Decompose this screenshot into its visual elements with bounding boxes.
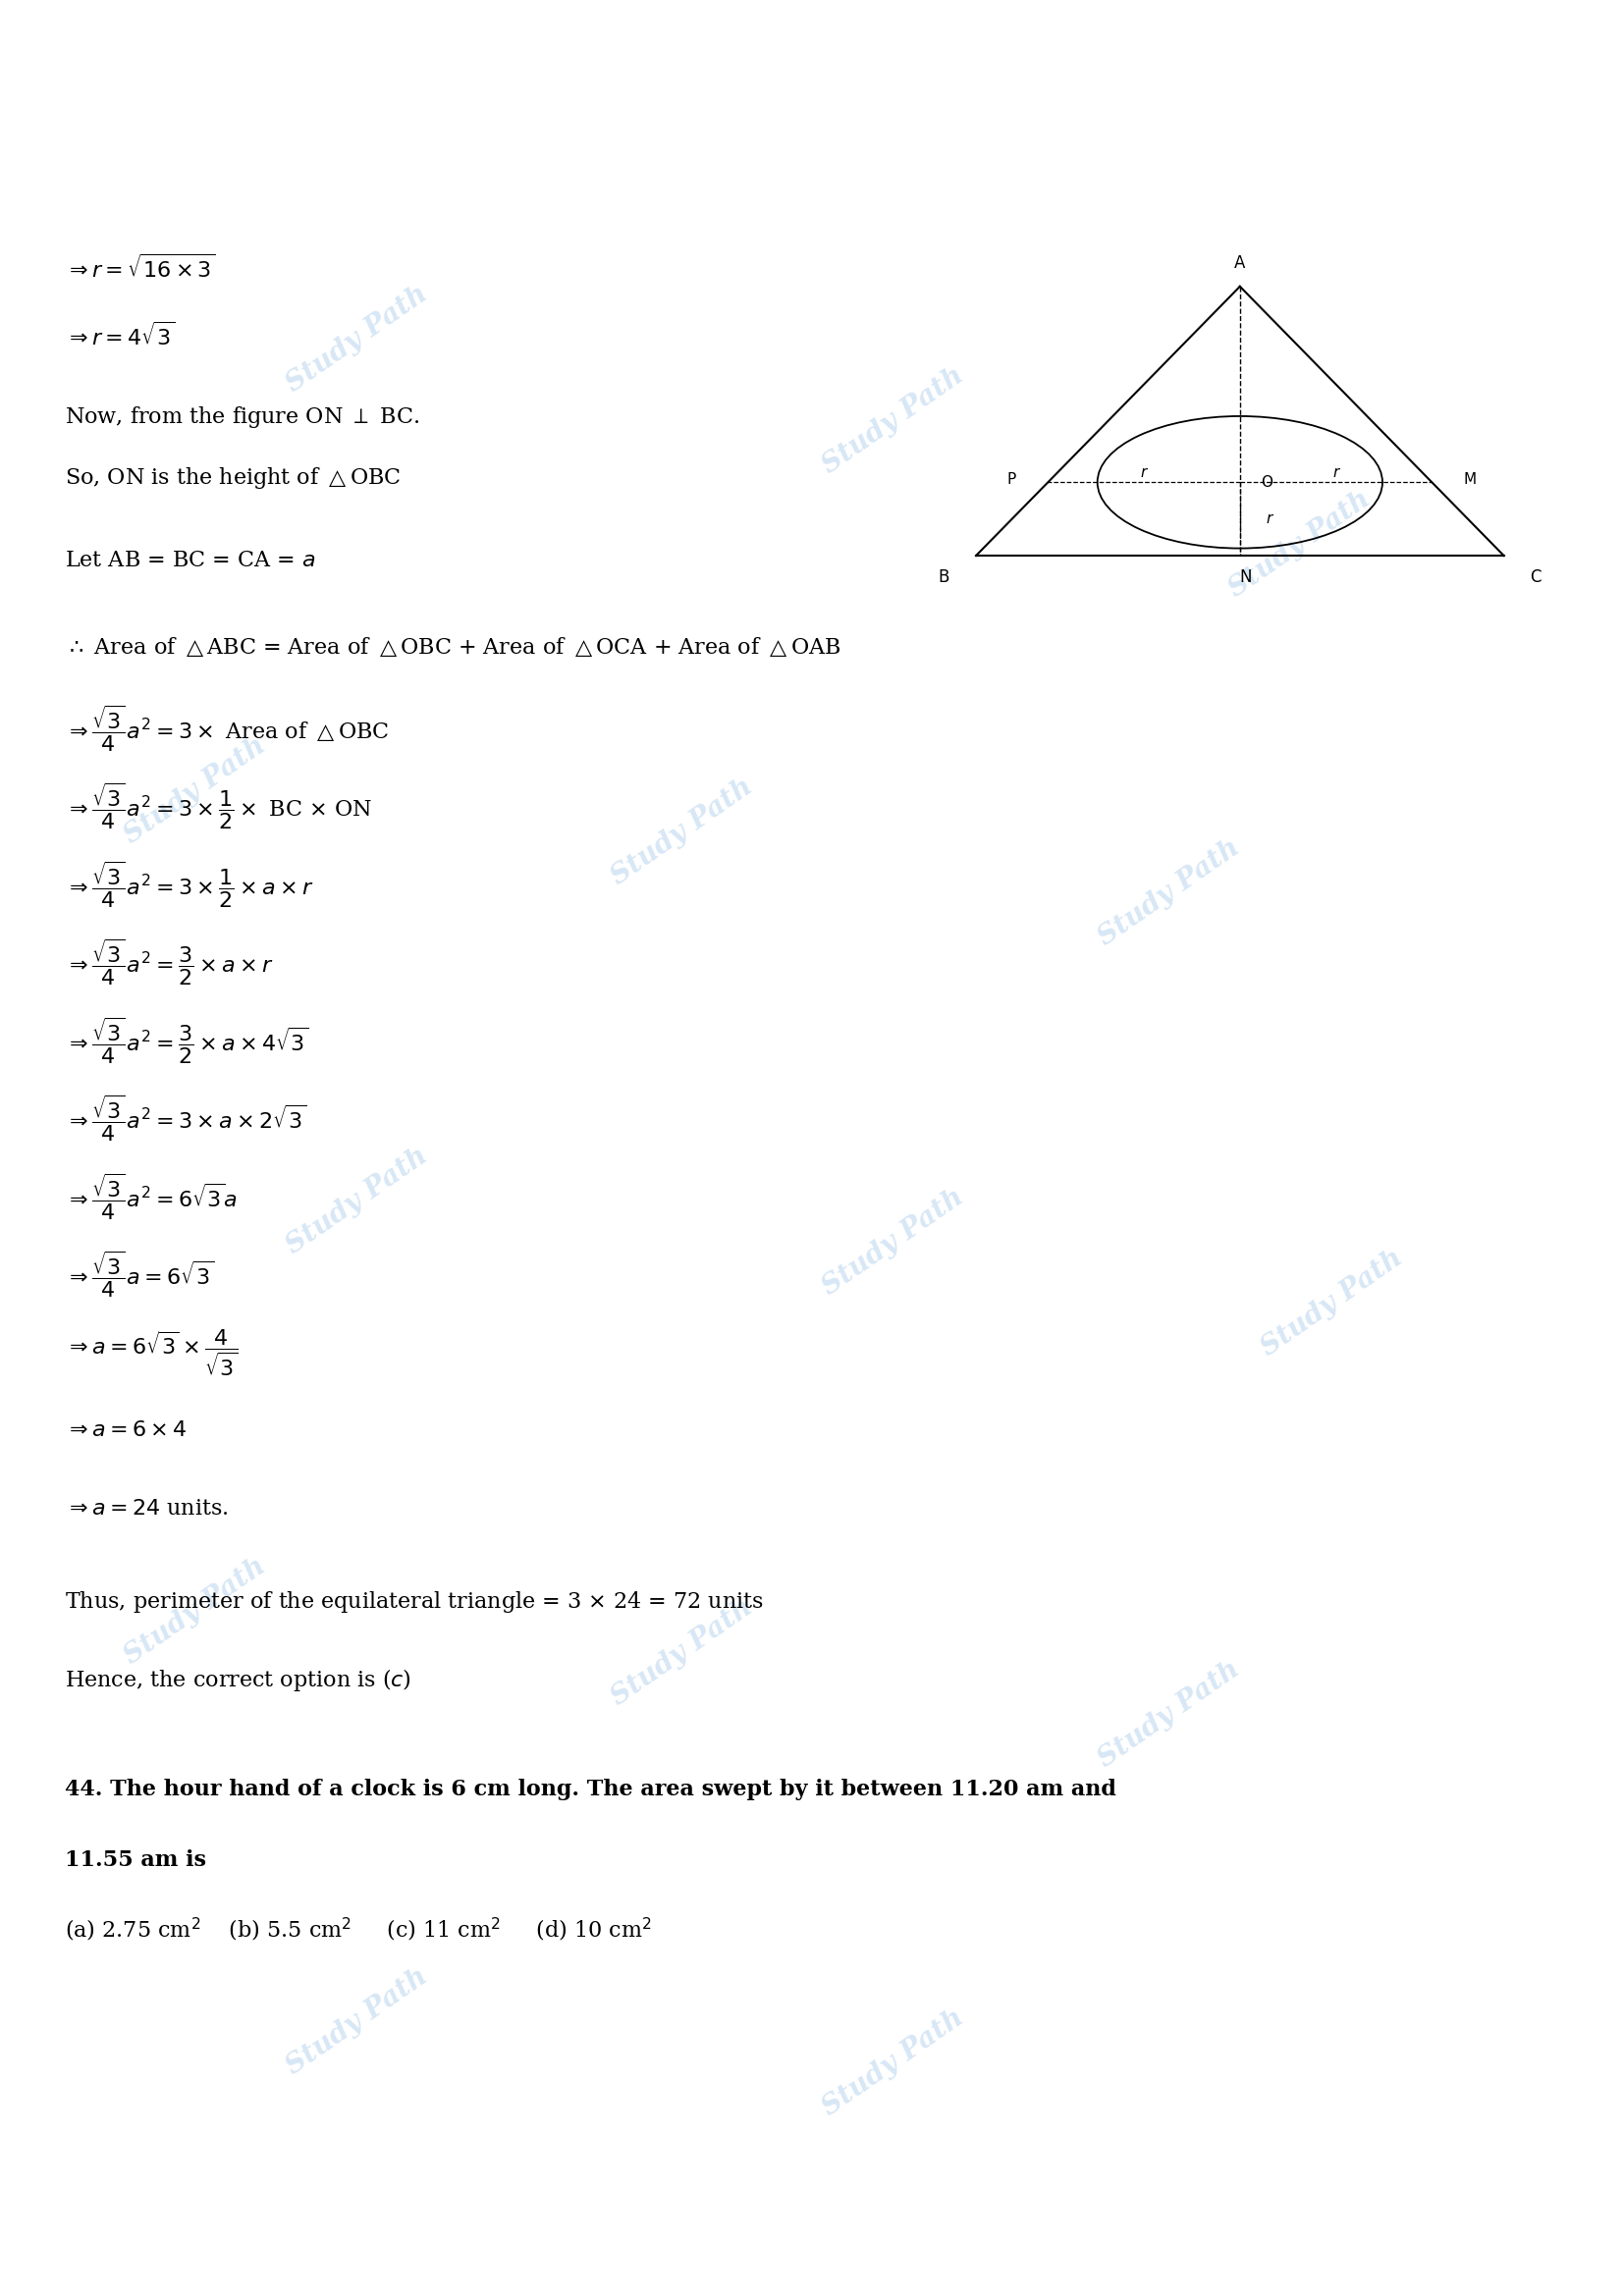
Text: $\therefore$ Area of $\triangle$ABC = Area of $\triangle$OBC + Area of $\triangl: $\therefore$ Area of $\triangle$ABC = Ar… [65, 634, 841, 659]
Text: Page 32 of 37: Page 32 of 37 [745, 2252, 879, 2271]
Text: Study Path: Study Path [281, 1963, 434, 2080]
Text: So, ON is the height of $\triangle$OBC: So, ON is the height of $\triangle$OBC [65, 466, 401, 491]
Text: Class - 10: Class - 10 [762, 25, 862, 44]
Text: A: A [1234, 255, 1246, 271]
Text: $\Rightarrow \dfrac{\sqrt{3}}{4}a^2 = 3 \times \dfrac{1}{2} \times a \times r$: $\Rightarrow \dfrac{\sqrt{3}}{4}a^2 = 3 … [65, 859, 315, 909]
Text: Now, from the figure ON $\perp$ BC.: Now, from the figure ON $\perp$ BC. [65, 404, 419, 429]
Text: Let AB = BC = CA = $a$: Let AB = BC = CA = $a$ [65, 549, 315, 572]
Text: 44. The hour hand of a clock is 6 cm long. The area swept by it between 11.20 am: 44. The hour hand of a clock is 6 cm lon… [65, 1779, 1116, 1800]
Text: Hence, the correct option is ($c$): Hence, the correct option is ($c$) [65, 1667, 411, 1694]
Text: $\Rightarrow r = \sqrt{16 \times 3}$: $\Rightarrow r = \sqrt{16 \times 3}$ [65, 255, 216, 282]
Text: $\Rightarrow \dfrac{\sqrt{3}}{4}a = 6\sqrt{3}$: $\Rightarrow \dfrac{\sqrt{3}}{4}a = 6\sq… [65, 1249, 214, 1300]
Text: $\Rightarrow \dfrac{\sqrt{3}}{4}a^2 = \dfrac{3}{2} \times a \times r$: $\Rightarrow \dfrac{\sqrt{3}}{4}a^2 = \d… [65, 937, 274, 987]
Text: $\Rightarrow \dfrac{\sqrt{3}}{4}a^2 = 6\sqrt{3}a$: $\Rightarrow \dfrac{\sqrt{3}}{4}a^2 = 6\… [65, 1171, 237, 1221]
Text: Study Path: Study Path [817, 2004, 970, 2122]
Text: $\Rightarrow \dfrac{\sqrt{3}}{4}a^2 = 3 \times \dfrac{1}{2} \times$ BC $\times$ : $\Rightarrow \dfrac{\sqrt{3}}{4}a^2 = 3 … [65, 781, 372, 831]
Text: Maths – RD Sharma Solutions: Maths – RD Sharma Solutions [619, 76, 1005, 99]
Text: Study Path: Study Path [1093, 833, 1246, 951]
Text: (a) 2.75 cm$^2$    (b) 5.5 cm$^2$     (c) 11 cm$^2$     (d) 10 cm$^2$: (a) 2.75 cm$^2$ (b) 5.5 cm$^2$ (c) 11 cm… [65, 1917, 651, 1945]
Text: $\Rightarrow r = 4\sqrt{3}$: $\Rightarrow r = 4\sqrt{3}$ [65, 324, 175, 351]
Text: $\Rightarrow \dfrac{\sqrt{3}}{4}a^2 = \dfrac{3}{2} \times a \times 4\sqrt{3}$: $\Rightarrow \dfrac{\sqrt{3}}{4}a^2 = \d… [65, 1015, 310, 1065]
Text: 11.55 am is: 11.55 am is [65, 1848, 206, 1871]
Text: N: N [1239, 567, 1252, 585]
Text: Study Path: Study Path [817, 1182, 970, 1300]
Text: Study Path: Study Path [1093, 1655, 1246, 1773]
Text: $\Rightarrow \dfrac{\sqrt{3}}{4}a^2 = 3 \times a \times 2\sqrt{3}$: $\Rightarrow \dfrac{\sqrt{3}}{4}a^2 = 3 … [65, 1093, 307, 1143]
Text: r: r [1333, 466, 1338, 480]
Text: Study Path: Study Path [817, 363, 970, 480]
Text: Study Path: Study Path [1255, 1244, 1408, 1362]
Text: r: r [1142, 466, 1147, 480]
Text: Study Path: Study Path [281, 1143, 434, 1258]
Text: Thus, perimeter of the equilateral triangle = 3 $\times$ 24 = 72 units: Thus, perimeter of the equilateral trian… [65, 1589, 763, 1614]
Text: Study Path: Study Path [606, 1593, 758, 1711]
Text: $\Rightarrow \dfrac{\sqrt{3}}{4}a^2 = 3 \times$ Area of $\triangle$OBC: $\Rightarrow \dfrac{\sqrt{3}}{4}a^2 = 3 … [65, 703, 390, 753]
Text: O: O [1260, 475, 1273, 489]
Text: Chapter 12: Areas Related to Circles: Chapter 12: Areas Related to Circles [603, 138, 1021, 156]
Text: $\Rightarrow a = 6\sqrt{3} \times \dfrac{4}{\sqrt{3}}$: $\Rightarrow a = 6\sqrt{3} \times \dfrac… [65, 1327, 239, 1378]
Text: $\Rightarrow a = 6 \times 4$: $\Rightarrow a = 6 \times 4$ [65, 1419, 187, 1442]
Text: P: P [1007, 473, 1017, 487]
Text: Study: Study [84, 46, 127, 60]
Text: Study Path: Study Path [281, 280, 434, 397]
Text: Study Path: Study Path [119, 732, 271, 850]
Text: M: M [1463, 473, 1476, 487]
Text: Study Path: Study Path [606, 774, 758, 891]
Text: r: r [1267, 512, 1273, 526]
Text: B: B [939, 567, 950, 585]
Text: Path: Path [88, 113, 123, 126]
Text: C: C [1530, 567, 1541, 585]
Text: $\Rightarrow a = 24$ units.: $\Rightarrow a = 24$ units. [65, 1497, 229, 1520]
Text: Study Path: Study Path [1223, 484, 1376, 602]
Text: Study Path: Study Path [119, 1552, 271, 1669]
